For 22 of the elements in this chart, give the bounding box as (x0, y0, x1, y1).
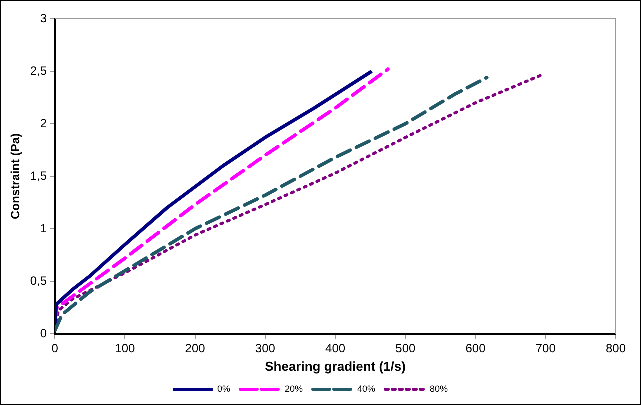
y-tick-label: 2 (40, 116, 48, 130)
y-tick-label: 0,5 (30, 274, 48, 288)
y-tick-label: 2,5 (30, 64, 48, 78)
legend-label: 40% (357, 384, 376, 394)
legend-label: 80% (430, 384, 448, 394)
y-tick-label: 3 (40, 11, 48, 26)
x-tick-label: 700 (536, 342, 556, 356)
x-tick-label: 300 (255, 342, 276, 356)
y-axis-title: Constraint (Pa) (8, 133, 23, 220)
x-tick-label: 0 (52, 342, 59, 356)
x-axis-title: Shearing gradient (1/s) (265, 358, 406, 374)
y-tick-label: 0 (40, 326, 48, 340)
x-tick-label: 400 (326, 342, 346, 356)
legend-label: 20% (284, 384, 303, 394)
y-tick-label: 1,5 (30, 168, 48, 183)
x-tick-label: 500 (396, 342, 416, 356)
x-tick-label: 200 (185, 342, 206, 356)
x-tick-label: 600 (466, 342, 486, 356)
x-tick-label: 800 (606, 342, 626, 356)
y-tick-label: 1 (40, 221, 48, 236)
legend-label: 0% (217, 384, 230, 394)
x-tick-label: 100 (115, 342, 136, 356)
